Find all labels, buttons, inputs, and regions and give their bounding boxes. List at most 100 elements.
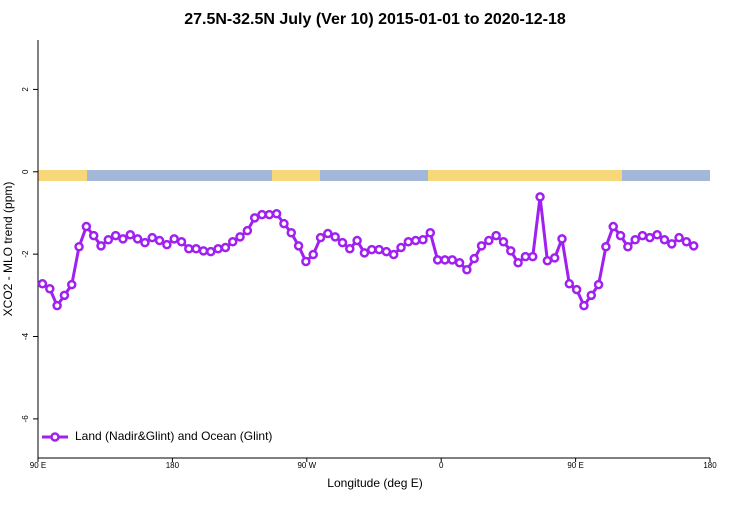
point xyxy=(542,255,553,266)
point xyxy=(235,232,245,242)
point xyxy=(586,290,597,301)
point xyxy=(206,246,216,257)
point xyxy=(630,234,640,245)
point xyxy=(227,237,238,247)
y-tick-label: 2 xyxy=(21,87,30,92)
ocean-strip xyxy=(38,170,710,181)
point xyxy=(674,232,684,243)
y-axis-label: XCO2 - MLO trend (ppm) xyxy=(1,182,15,317)
chart-title: 27.5N-32.5N July (Ver 10) 2015-01-01 to … xyxy=(184,11,566,28)
point xyxy=(45,283,55,294)
point xyxy=(162,239,172,250)
point xyxy=(374,244,384,255)
point xyxy=(96,241,106,251)
point xyxy=(381,246,392,257)
point xyxy=(293,241,304,251)
point xyxy=(440,255,450,265)
point xyxy=(176,237,187,247)
point xyxy=(59,290,70,301)
point xyxy=(169,234,179,244)
point xyxy=(330,232,340,242)
point xyxy=(571,284,582,295)
point xyxy=(418,234,428,245)
point xyxy=(257,209,267,220)
point xyxy=(491,230,501,241)
point xyxy=(447,255,458,265)
point xyxy=(681,237,692,247)
point xyxy=(615,230,626,241)
point xyxy=(623,241,633,252)
x-tick-label: 0 xyxy=(439,461,444,470)
x-tick-label: 90 E xyxy=(30,461,46,470)
point xyxy=(506,246,516,256)
point xyxy=(315,232,326,243)
y-tick-label: 0 xyxy=(21,169,30,174)
point xyxy=(388,249,399,260)
point xyxy=(345,244,355,254)
point xyxy=(37,279,48,289)
point xyxy=(81,221,92,232)
point xyxy=(88,230,99,241)
point xyxy=(564,279,575,289)
point xyxy=(220,242,231,253)
x-tick-label: 90 W xyxy=(297,461,316,470)
x-axis-label: Longitude (deg E) xyxy=(327,476,422,490)
x-tick-label: 180 xyxy=(166,461,180,470)
point xyxy=(520,251,531,262)
point xyxy=(608,221,618,232)
point xyxy=(271,209,282,219)
point xyxy=(645,232,655,243)
point xyxy=(66,279,77,290)
point xyxy=(74,241,84,252)
point xyxy=(103,234,114,245)
point xyxy=(198,246,209,256)
point xyxy=(484,235,494,246)
point xyxy=(191,244,201,254)
point xyxy=(425,227,436,238)
point xyxy=(286,227,297,238)
point xyxy=(462,265,472,275)
point xyxy=(264,209,275,220)
point xyxy=(432,255,443,265)
point xyxy=(367,244,377,255)
point xyxy=(513,258,523,268)
point xyxy=(579,300,589,311)
land-ocean-strip xyxy=(38,170,710,181)
point xyxy=(659,234,670,245)
land-strip xyxy=(428,170,622,181)
point xyxy=(535,192,545,202)
point xyxy=(410,235,421,246)
x-tick-label: 90 E xyxy=(567,461,583,470)
point xyxy=(242,225,253,236)
point xyxy=(118,234,128,244)
point xyxy=(396,242,406,253)
legend-marker xyxy=(50,432,60,442)
point xyxy=(140,237,150,248)
point xyxy=(688,241,699,251)
point xyxy=(593,279,604,290)
point xyxy=(601,241,611,252)
point xyxy=(154,235,165,246)
point xyxy=(549,253,560,263)
point xyxy=(184,244,194,254)
point xyxy=(667,239,677,249)
point xyxy=(637,230,648,241)
point xyxy=(359,248,370,258)
point xyxy=(454,258,465,268)
point xyxy=(498,237,509,247)
y-tick-label: -6 xyxy=(21,415,30,423)
point xyxy=(110,230,121,241)
point xyxy=(213,244,223,254)
point xyxy=(132,234,143,244)
point xyxy=(323,228,333,239)
point xyxy=(301,256,311,267)
y-tick-label: -4 xyxy=(21,332,30,340)
point xyxy=(403,237,414,247)
point xyxy=(557,234,567,244)
x-tick-label: 180 xyxy=(703,461,717,470)
point xyxy=(652,230,662,240)
point xyxy=(527,251,538,262)
y-tick-label: -2 xyxy=(21,250,30,258)
point xyxy=(476,241,487,251)
